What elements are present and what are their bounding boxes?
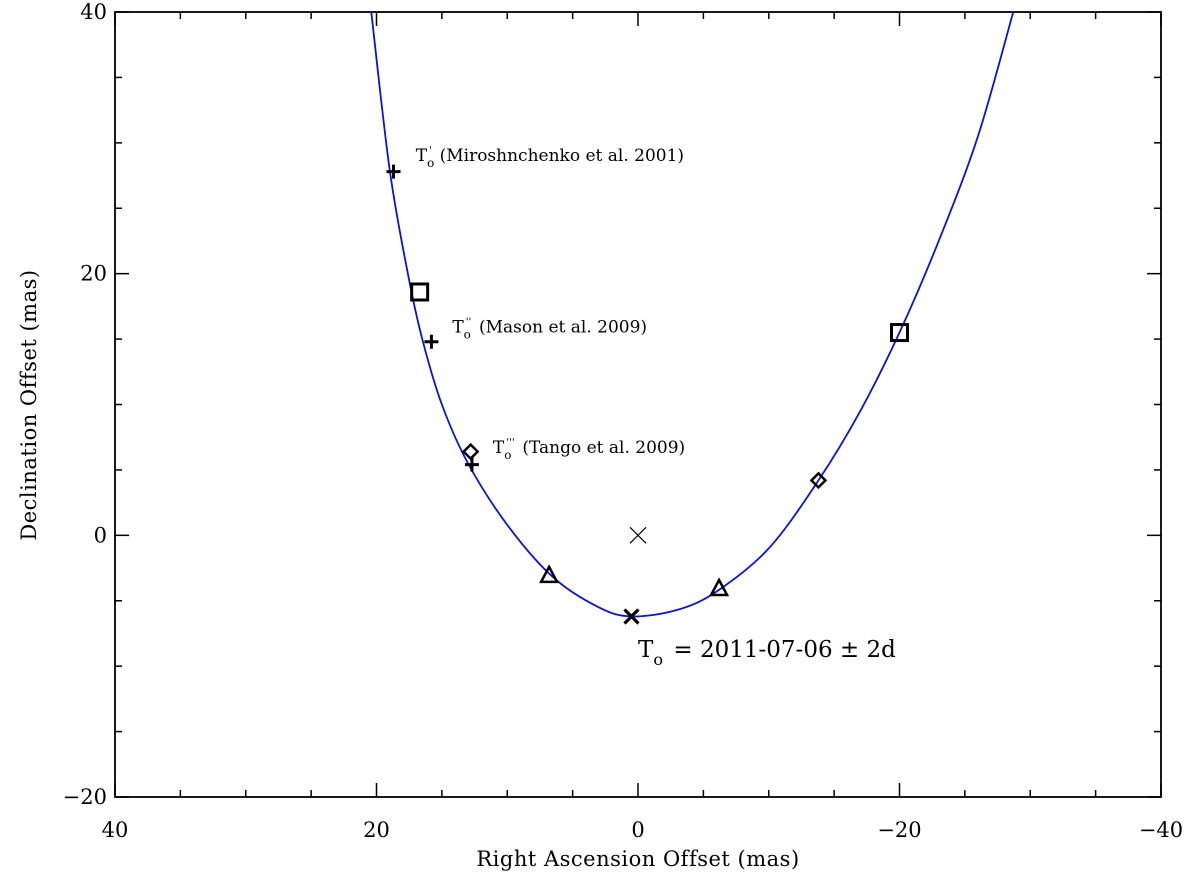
y-tick-label: 40 [80, 0, 107, 24]
x-tick-label: 40 [102, 818, 129, 842]
x-tick-label: 20 [363, 818, 390, 842]
diamond-marker [461, 442, 480, 461]
triangle-marker [708, 577, 730, 597]
y-axis-title: Declination Offset (mas) [17, 269, 41, 540]
data-markers [386, 164, 909, 625]
x-axis-title: Right Ascension Offset (mas) [476, 847, 799, 871]
diamond-marker [809, 471, 828, 490]
axis-tick-labels: 40 20 0 −20 −40 −20 0 20 40 [63, 0, 1183, 842]
square-marker [410, 282, 430, 302]
orbit-curve [370, 11, 1015, 618]
axis-ticks [114, 11, 1162, 798]
primary-star-marker [629, 526, 647, 544]
plot-frame [114, 11, 1162, 798]
plus-marker [386, 164, 401, 179]
y-tick-label: 20 [80, 262, 107, 286]
plus-marker [464, 457, 479, 472]
annotations: To' (Miroshnchenko et al. 2001) To'' (Mason… [416, 146, 896, 670]
annotation-miroshnchenko: To' (Miroshnchenko et al. 2001) [416, 146, 684, 171]
x-tick-label: −20 [877, 818, 921, 842]
plus-marker [424, 334, 439, 349]
x-tick-label: −40 [1139, 818, 1183, 842]
y-tick-label: −20 [63, 785, 107, 809]
triangle-marker [539, 564, 560, 584]
annotation-periastron: To = 2011-07-06 ± 2d [638, 637, 896, 669]
annotation-mason: To'' (Mason et al. 2009) [452, 317, 647, 342]
annotation-tango: To''' (Tango et al. 2009) [493, 437, 685, 462]
square-marker [890, 323, 909, 343]
x-tick-label: 0 [631, 818, 644, 842]
periastron-marker [623, 608, 640, 625]
y-tick-label: 0 [94, 523, 107, 547]
